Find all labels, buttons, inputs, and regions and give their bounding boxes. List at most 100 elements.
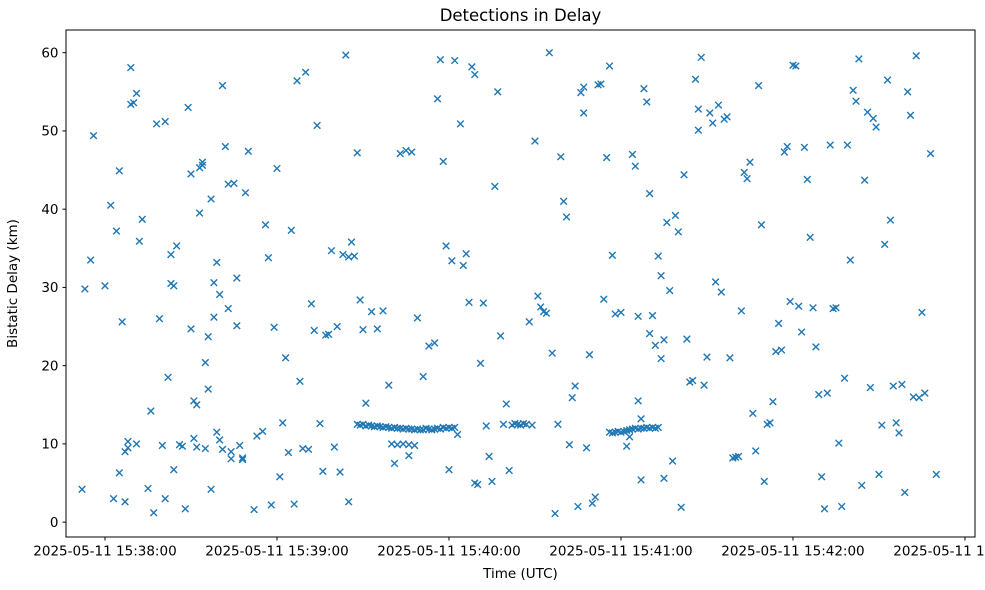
scatter-marker (456, 120, 465, 128)
scatter-marker (138, 215, 147, 224)
scatter-marker (642, 98, 651, 106)
scatter-marker (233, 321, 241, 330)
scatter-marker (450, 423, 459, 432)
scatter-marker (258, 427, 267, 436)
scatter-marker (918, 308, 926, 317)
scatter-marker (499, 420, 508, 429)
scatter-marker (344, 497, 353, 506)
scatter-marker (751, 447, 760, 455)
scatter-marker (124, 437, 132, 446)
scatter-marker (253, 432, 261, 440)
scatter-marker (688, 376, 697, 385)
scatter-marker (605, 62, 614, 70)
scatter-marker (204, 385, 212, 393)
scatter-marker (86, 256, 95, 264)
scatter-marker (304, 445, 313, 454)
scatter-marker (771, 347, 780, 356)
scatter-marker (783, 142, 792, 151)
scatter-marker (579, 83, 588, 91)
scatter-marker (410, 441, 419, 450)
scatter-marker (777, 346, 786, 354)
scatter-marker (261, 221, 270, 229)
scatter-marker (210, 313, 218, 321)
scatter-marker (711, 278, 720, 286)
scatter-marker (407, 148, 416, 156)
scatter-marker (525, 318, 534, 326)
scatter-marker (786, 297, 794, 306)
scatter-marker (215, 436, 224, 444)
scatter-marker (889, 382, 898, 390)
scatter-marker (657, 354, 665, 363)
scatter-marker (568, 393, 577, 402)
scatter-marker (445, 465, 453, 474)
y-tick-label: 20 (41, 358, 58, 374)
scatter-marker (430, 339, 439, 347)
x-tick-label: 2025-05-11 15:39:00 (205, 544, 348, 560)
scatter-marker (723, 113, 731, 121)
scatter-marker (734, 452, 743, 461)
scatter-marker (912, 52, 921, 60)
scatter-marker (769, 397, 777, 406)
y-tick-label: 60 (41, 45, 58, 61)
scatter-marker (373, 325, 382, 333)
scatter-marker (339, 250, 347, 259)
scatter-marker (115, 167, 124, 175)
scatter-marker (488, 477, 496, 486)
scatter-marker (531, 137, 539, 145)
scatter-marker (118, 318, 126, 326)
scatter-marker (333, 322, 341, 331)
scatter-marker (900, 488, 909, 497)
scatter-marker (287, 226, 296, 235)
scatter-marker (178, 442, 187, 451)
scatter-marker (577, 88, 585, 97)
scatter-marker (192, 400, 201, 409)
scatter-marker (132, 440, 141, 448)
scatter-marker (849, 86, 857, 95)
scatter-marker (803, 175, 812, 184)
scatter-marker (542, 309, 551, 318)
scatter-marker (367, 307, 376, 316)
scatter-marker (425, 342, 433, 350)
scatter-marker (657, 271, 665, 280)
scatter-marker (697, 53, 706, 62)
scatter-marker (708, 119, 717, 127)
scatter-marker (683, 335, 691, 343)
scatter-marker (608, 251, 617, 260)
scatter-marker (737, 307, 746, 315)
scatter-marker (668, 457, 677, 465)
scatter-marker (654, 252, 663, 260)
scatter-marker (898, 380, 906, 389)
scatter-marker (78, 485, 86, 494)
scatter-marker (774, 319, 783, 328)
scatter-marker (278, 418, 287, 427)
scatter-marker (161, 494, 169, 503)
scatter-marker (207, 195, 215, 203)
scatter-marker (903, 88, 912, 96)
scatter-marker (281, 354, 290, 362)
y-tick-label: 30 (41, 280, 58, 296)
scatter-marker (826, 141, 835, 149)
scatter-marker (362, 399, 370, 408)
scatter-marker (218, 445, 227, 454)
x-tick-label: 2025-05-11 15:43:00 (893, 544, 985, 560)
scatter-marker (324, 330, 333, 339)
scatter-marker (921, 389, 929, 397)
scatter-marker (476, 359, 485, 368)
scatter-marker (416, 426, 425, 434)
scatter-marker (207, 485, 215, 494)
scatter-marker (390, 459, 399, 468)
scatter-marker (926, 149, 935, 158)
scatter-marker (915, 393, 923, 402)
scatter-marker (582, 444, 591, 452)
scatter-marker (717, 288, 726, 296)
scatter-marker (192, 443, 201, 451)
scatter-marker (674, 228, 683, 236)
scatter-marker (290, 500, 298, 508)
scatter-marker (562, 213, 571, 221)
scatter-marker (820, 505, 829, 513)
scatter-marker (703, 353, 711, 361)
scatter-marker (654, 423, 663, 432)
scatter-marker (663, 218, 671, 227)
scatter-marker (680, 170, 688, 179)
